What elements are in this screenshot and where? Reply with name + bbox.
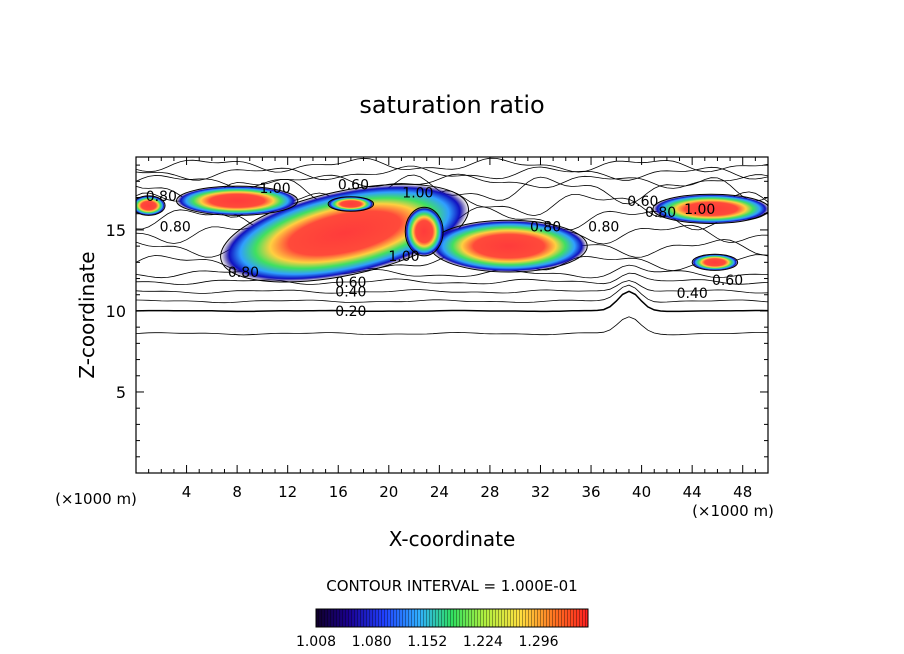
- y-axis-label: Z-coordinate: [75, 251, 99, 378]
- contour-label: 0.80: [645, 205, 676, 221]
- contour-labels: 0.801.00 0.601.000.800.801.000.80 0.800.60…: [146, 178, 743, 320]
- colorbar-tick-label: 1.080: [352, 634, 392, 650]
- contour-line: [136, 284, 768, 304]
- x-tick-label: 28: [480, 483, 499, 501]
- x-unit-label-left: (×1000 m): [55, 490, 137, 508]
- contour-line: [136, 290, 768, 313]
- region-outline: [404, 206, 444, 257]
- supersaturation-region: [405, 207, 444, 256]
- x-tick-label: 8: [232, 483, 242, 501]
- contour-line: [136, 165, 768, 181]
- contour-label: 0.20: [335, 304, 366, 320]
- supersaturation-region: [136, 195, 166, 216]
- supersaturation-region: [176, 186, 298, 216]
- supersaturation-region: [652, 194, 768, 224]
- chart-title: saturation ratio: [359, 91, 544, 119]
- contour-label: 0.80: [530, 220, 561, 236]
- region-outline: [175, 185, 299, 216]
- colorbar-tick-label: 1.152: [407, 634, 447, 650]
- x-tick-label: 40: [632, 483, 651, 501]
- x-tick-label: 16: [329, 483, 348, 501]
- colorbar-bands: [316, 609, 588, 627]
- colorbar-tick-label: 1.224: [463, 634, 503, 650]
- contour-label: 0.60: [712, 273, 743, 289]
- contour-label: 0.40: [335, 285, 366, 301]
- region-outline: [327, 196, 375, 212]
- contour-label: 0.80: [160, 220, 191, 236]
- contour-interval-label: CONTOUR INTERVAL = 1.000E-01: [326, 577, 577, 595]
- colored-regions: [136, 183, 768, 283]
- x-tick-label: 12: [278, 483, 297, 501]
- region-outline: [136, 195, 166, 216]
- x-tick-label: 24: [430, 483, 449, 501]
- colorbar-ticks: 1.008 1.080 1.152 1.224 1.296: [296, 634, 559, 650]
- colorbar-tick-label: 1.008: [296, 634, 336, 650]
- contour-label: 0.60: [335, 275, 366, 291]
- region-outline: [652, 193, 768, 224]
- y-axis-ticks: 5 10 15: [106, 164, 768, 458]
- contour-label: 0.60: [627, 194, 658, 210]
- x-tick-label: 44: [683, 483, 702, 501]
- contour-label: 0.80: [228, 265, 259, 281]
- supersaturation-region: [328, 196, 374, 212]
- y-tick-label: 10: [106, 302, 126, 321]
- x-axis-ticks: 4 8 12 16 20 24 28 32 36 40 44 48: [148, 157, 756, 501]
- contour-line: [136, 280, 768, 294]
- x-tick-label: 36: [581, 483, 600, 501]
- contour-label: 0.60: [338, 178, 369, 194]
- contour-label: 1.00: [684, 202, 715, 218]
- contour-label: 1.00: [388, 249, 419, 265]
- contour-label: 0.80: [588, 220, 619, 236]
- contour-line: [136, 316, 768, 336]
- contour-line: [136, 157, 768, 173]
- region-outline: [691, 253, 739, 271]
- supersaturation-region: [692, 254, 738, 271]
- colorbar-tick-label: 1.296: [518, 634, 558, 650]
- contour-label: 1.00: [402, 186, 433, 202]
- region-outline: [220, 183, 470, 283]
- x-tick-label: 4: [182, 483, 192, 501]
- contour-label: 0.80: [146, 189, 177, 205]
- supersaturation-region: [430, 220, 588, 273]
- plot-area: [136, 157, 768, 336]
- y-tick-label: 15: [106, 221, 126, 240]
- x-tick-label: 48: [733, 483, 752, 501]
- contour-label: 0.40: [677, 286, 708, 302]
- y-tick-label: 5: [116, 383, 126, 402]
- x-tick-label: 32: [531, 483, 550, 501]
- x-axis-label: X-coordinate: [389, 527, 516, 551]
- x-tick-label: 20: [379, 483, 398, 501]
- contour-line: [136, 272, 768, 286]
- x-unit-label-right: (×1000 m): [692, 502, 774, 520]
- contour-label: 1.00: [259, 181, 290, 197]
